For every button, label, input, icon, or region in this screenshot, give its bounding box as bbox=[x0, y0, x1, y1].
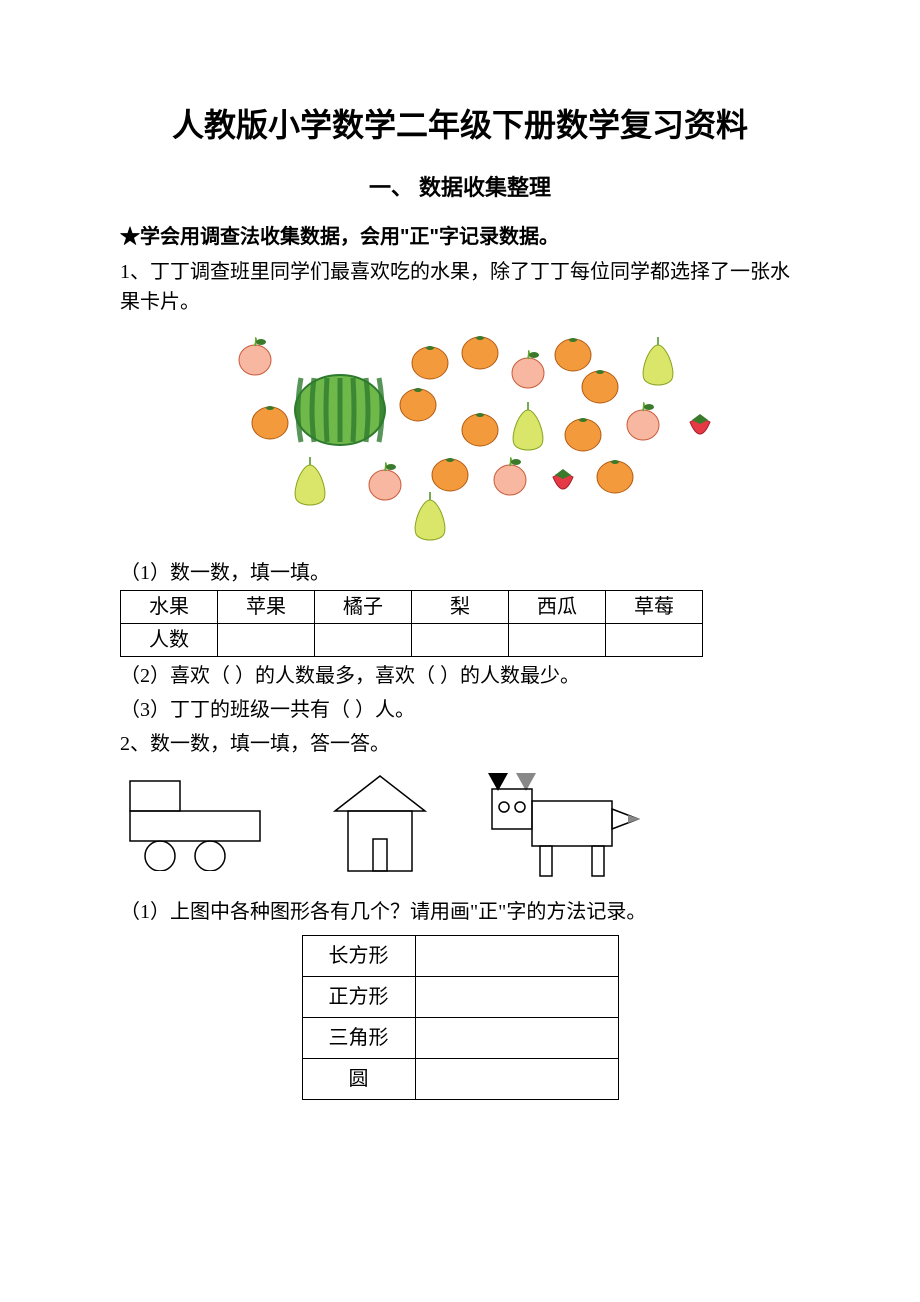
shape-value-1[interactable] bbox=[415, 977, 618, 1018]
q1-sub3: （3）丁丁的班级一共有（ ）人。 bbox=[120, 695, 800, 725]
q2-sub1: （1）上图中各种图形各有几个？请用画"正"字的方法记录。 bbox=[120, 897, 800, 927]
fruit-header-3: 梨 bbox=[412, 591, 509, 624]
q1-intro: 1、丁丁调查班里同学们最喜欢吃的水果，除了丁丁每位同学都选择了一张水果卡片。 bbox=[120, 257, 800, 317]
fruit-header-2: 橘子 bbox=[315, 591, 412, 624]
fruit-value-4[interactable] bbox=[606, 624, 703, 657]
q1-sub2: （2）喜欢（ ）的人数最多，喜欢（ ）的人数最少。 bbox=[120, 661, 800, 691]
worksheet-page: 人教版小学数学二年级下册数学复习资料 一、 数据收集整理 ★学会用调查法收集数据… bbox=[0, 0, 920, 1302]
fruit-header-0: 水果 bbox=[121, 591, 218, 624]
fruit-row2-label: 人数 bbox=[121, 624, 218, 657]
q1-sub1: （1）数一数，填一填。 bbox=[120, 558, 800, 588]
fruit-illustration bbox=[120, 325, 800, 554]
house-icon bbox=[320, 771, 440, 881]
fruit-value-0[interactable] bbox=[218, 624, 315, 657]
shapes-illustration bbox=[120, 771, 800, 881]
shape-value-3[interactable] bbox=[415, 1059, 618, 1100]
learning-goal: ★学会用调查法收集数据，会用"正"字记录数据。 bbox=[120, 220, 800, 249]
fruit-header-4: 西瓜 bbox=[509, 591, 606, 624]
shape-tally-table: 长方形 正方形 三角形 圆 bbox=[302, 935, 619, 1100]
q2-intro: 2、数一数，填一填，答一答。 bbox=[120, 729, 800, 759]
animal-icon bbox=[480, 771, 650, 881]
shape-label-0: 长方形 bbox=[302, 936, 415, 977]
section-title: 一、 数据收集整理 bbox=[120, 170, 800, 202]
fruit-value-1[interactable] bbox=[315, 624, 412, 657]
fruit-value-3[interactable] bbox=[509, 624, 606, 657]
shape-label-3: 圆 bbox=[302, 1059, 415, 1100]
shape-label-2: 三角形 bbox=[302, 1018, 415, 1059]
fruit-header-1: 苹果 bbox=[218, 591, 315, 624]
shape-label-1: 正方形 bbox=[302, 977, 415, 1018]
page-title: 人教版小学数学二年级下册数学复习资料 bbox=[120, 100, 800, 146]
fruit-header-5: 草莓 bbox=[606, 591, 703, 624]
fruit-value-2[interactable] bbox=[412, 624, 509, 657]
shape-value-2[interactable] bbox=[415, 1018, 618, 1059]
truck-icon bbox=[120, 771, 280, 871]
shape-value-0[interactable] bbox=[415, 936, 618, 977]
fruit-count-table: 水果 苹果 橘子 梨 西瓜 草莓 人数 bbox=[120, 590, 703, 657]
